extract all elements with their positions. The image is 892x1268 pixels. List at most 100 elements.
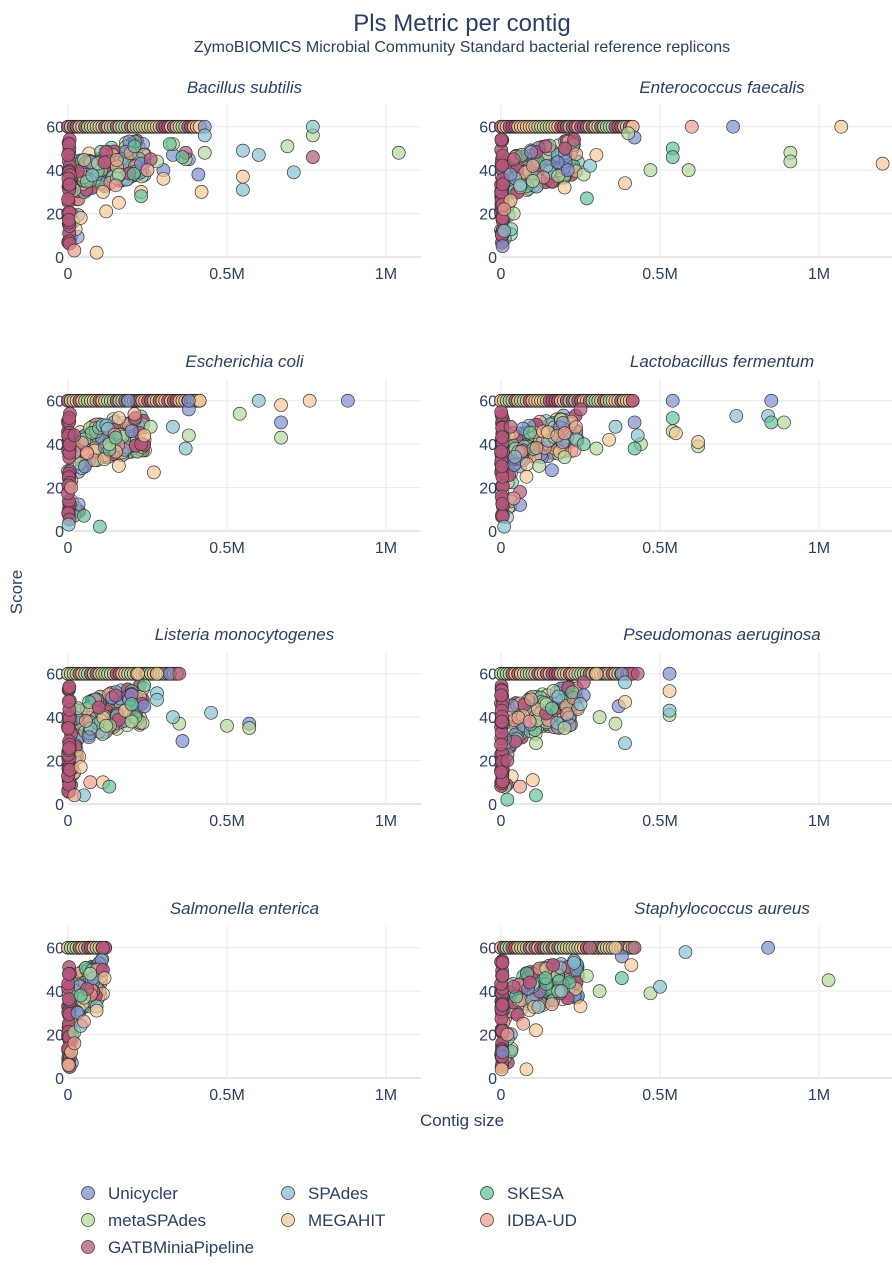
cluster-point xyxy=(569,420,583,434)
cluster-point xyxy=(62,992,76,1007)
legend-label: GATBMiniaPipeline xyxy=(108,1238,254,1257)
data-point: MEGAHIT xyxy=(131,666,145,681)
y-tick-label: 60 xyxy=(479,394,497,411)
data-point: SPAdes xyxy=(630,428,645,443)
x-tick-label: 1M xyxy=(375,540,397,557)
x-tick-label: 0.5M xyxy=(642,266,678,283)
data-point: SKESA xyxy=(576,437,591,451)
subplot-title: Salmonella enterica xyxy=(170,899,319,918)
data-point: IDBA-UD xyxy=(64,480,79,495)
data-point: metaSPAdes xyxy=(274,430,288,445)
y-tick-label: 60 xyxy=(46,941,64,958)
data-point: SPAdes xyxy=(497,519,512,534)
chart-title: Pls Metric per contig xyxy=(353,10,570,37)
legend-item[interactable]: GATBMiniaPipeline xyxy=(81,1238,255,1257)
cluster-point xyxy=(61,694,76,709)
legend-label: Unicycler xyxy=(108,1184,178,1203)
data-point: SKESA xyxy=(665,411,680,425)
data-point: metaSPAdes xyxy=(821,973,836,988)
data-point: MEGAHIT xyxy=(525,773,540,787)
cluster-point xyxy=(79,714,93,728)
data-point: MEGAHIT xyxy=(618,176,632,191)
data-point: MEGAHIT xyxy=(89,1003,104,1018)
data-point: MEGAHIT xyxy=(519,469,534,484)
subplot-title: Bacillus subtilis xyxy=(187,78,303,97)
subplot: Enterococcus faecalis 0 20 40 60 0 0.5M 1M Unicy… xyxy=(479,78,892,283)
subplot-title: Escherichia coli xyxy=(185,352,304,371)
legend-item[interactable]: IDBA-UD xyxy=(480,1211,577,1230)
data-point: metaSPAdes xyxy=(280,139,295,154)
subplot: Lactobacillus fermentum 0 20 40 60 0 0.5M 1M Uni… xyxy=(479,352,892,557)
data-point: GATBMiniaPipeline xyxy=(630,666,645,681)
dense-cluster xyxy=(61,666,184,799)
data-point: Unicycler xyxy=(137,699,152,714)
y-tick-label: 60 xyxy=(46,667,64,684)
data-point: SPAdes xyxy=(236,143,250,158)
data-point: metaSPAdes xyxy=(391,145,406,160)
data-point: SKESA xyxy=(102,779,117,794)
subplot: Escherichia coli 0 20 40 60 0 0.5M 1M Unicycler U… xyxy=(46,352,421,557)
data-point: MEGAHIT xyxy=(669,426,683,441)
data-point: SPAdes xyxy=(618,675,632,690)
x-tick-label: 0.5M xyxy=(642,540,678,557)
data-point: GATBMiniaPipeline xyxy=(538,139,553,154)
data-point: SPAdes xyxy=(567,956,581,970)
data-point: SPAdes xyxy=(678,945,693,959)
data-point: SPAdes xyxy=(306,119,320,134)
data-point: SPAdes xyxy=(662,703,677,718)
data-point: Unicycler xyxy=(665,393,680,408)
x-tick-label: 1M xyxy=(375,266,397,283)
legend-item[interactable]: SKESA xyxy=(480,1184,565,1203)
cluster-point xyxy=(496,177,510,192)
data-point: SKESA xyxy=(92,519,107,534)
legend-item[interactable]: metaSPAdes xyxy=(81,1211,206,1230)
legend-marker xyxy=(81,1213,95,1227)
x-tick-label: 0.5M xyxy=(209,1087,245,1104)
x-tick-label: 0.5M xyxy=(209,266,245,283)
subplot: Listeria monocytogenes 0 20 40 60 0 0.5M 1M Unic… xyxy=(46,625,421,830)
data-point: IDBA-UD xyxy=(83,775,98,790)
data-point: IDBA-UD xyxy=(140,163,155,177)
data-point: IDBA-UD xyxy=(516,1016,531,1031)
data-point: metaSPAdes xyxy=(777,415,791,430)
data-point: SKESA xyxy=(73,988,88,1003)
subplot-title: Staphylococcus aureus xyxy=(634,899,810,918)
y-tick-label: 0 xyxy=(55,1071,64,1088)
cluster-point xyxy=(494,765,508,780)
data-point: GATBMiniaPipeline xyxy=(108,688,123,703)
data-point: IDBA-UD xyxy=(506,491,521,506)
data-point: metaSPAdes xyxy=(124,714,139,729)
data-point: metaSPAdes xyxy=(589,441,604,456)
data-point: SPAdes xyxy=(178,441,193,456)
data-point: metaSPAdes xyxy=(621,126,636,141)
y-tick-label: 20 xyxy=(46,754,64,771)
data-point: SKESA xyxy=(764,415,779,430)
data-point: MEGAHIT xyxy=(112,459,126,473)
y-tick-label: 40 xyxy=(479,710,497,727)
data-point: MEGAHIT xyxy=(589,666,604,681)
data-point: Unicycler xyxy=(726,119,740,134)
cluster-point xyxy=(494,688,508,703)
y-tick-label: 20 xyxy=(479,1028,497,1045)
data-point: GATBMiniaPipeline xyxy=(583,940,597,955)
data-point: SKESA xyxy=(77,508,91,523)
data-point: Unicycler xyxy=(560,163,575,177)
legend-item[interactable]: MEGAHIT xyxy=(281,1211,386,1230)
cluster-point xyxy=(524,692,538,707)
data-point: SKESA xyxy=(545,701,559,716)
legend-item[interactable]: Unicycler xyxy=(81,1184,179,1203)
legend-label: metaSPAdes xyxy=(108,1211,206,1230)
data-point: metaSPAdes xyxy=(529,736,543,751)
data-point: MEGAHIT xyxy=(112,411,126,425)
data-point: metaSPAdes xyxy=(580,969,594,983)
data-point: SPAdes xyxy=(554,984,569,998)
cluster-point xyxy=(495,430,510,445)
data-point: MEGAHIT xyxy=(150,666,164,681)
y-tick-label: 40 xyxy=(46,710,64,727)
data-point: SKESA xyxy=(108,430,123,445)
subplot-title: Lactobacillus fermentum xyxy=(630,352,814,371)
subplots: Bacillus subtilis 0 20 40 60 0 0.5M 1M Unicycler… xyxy=(46,78,892,1104)
y-tick-label: 40 xyxy=(46,163,64,180)
cluster-point xyxy=(495,955,510,970)
legend-item[interactable]: SPAdes xyxy=(281,1184,369,1203)
